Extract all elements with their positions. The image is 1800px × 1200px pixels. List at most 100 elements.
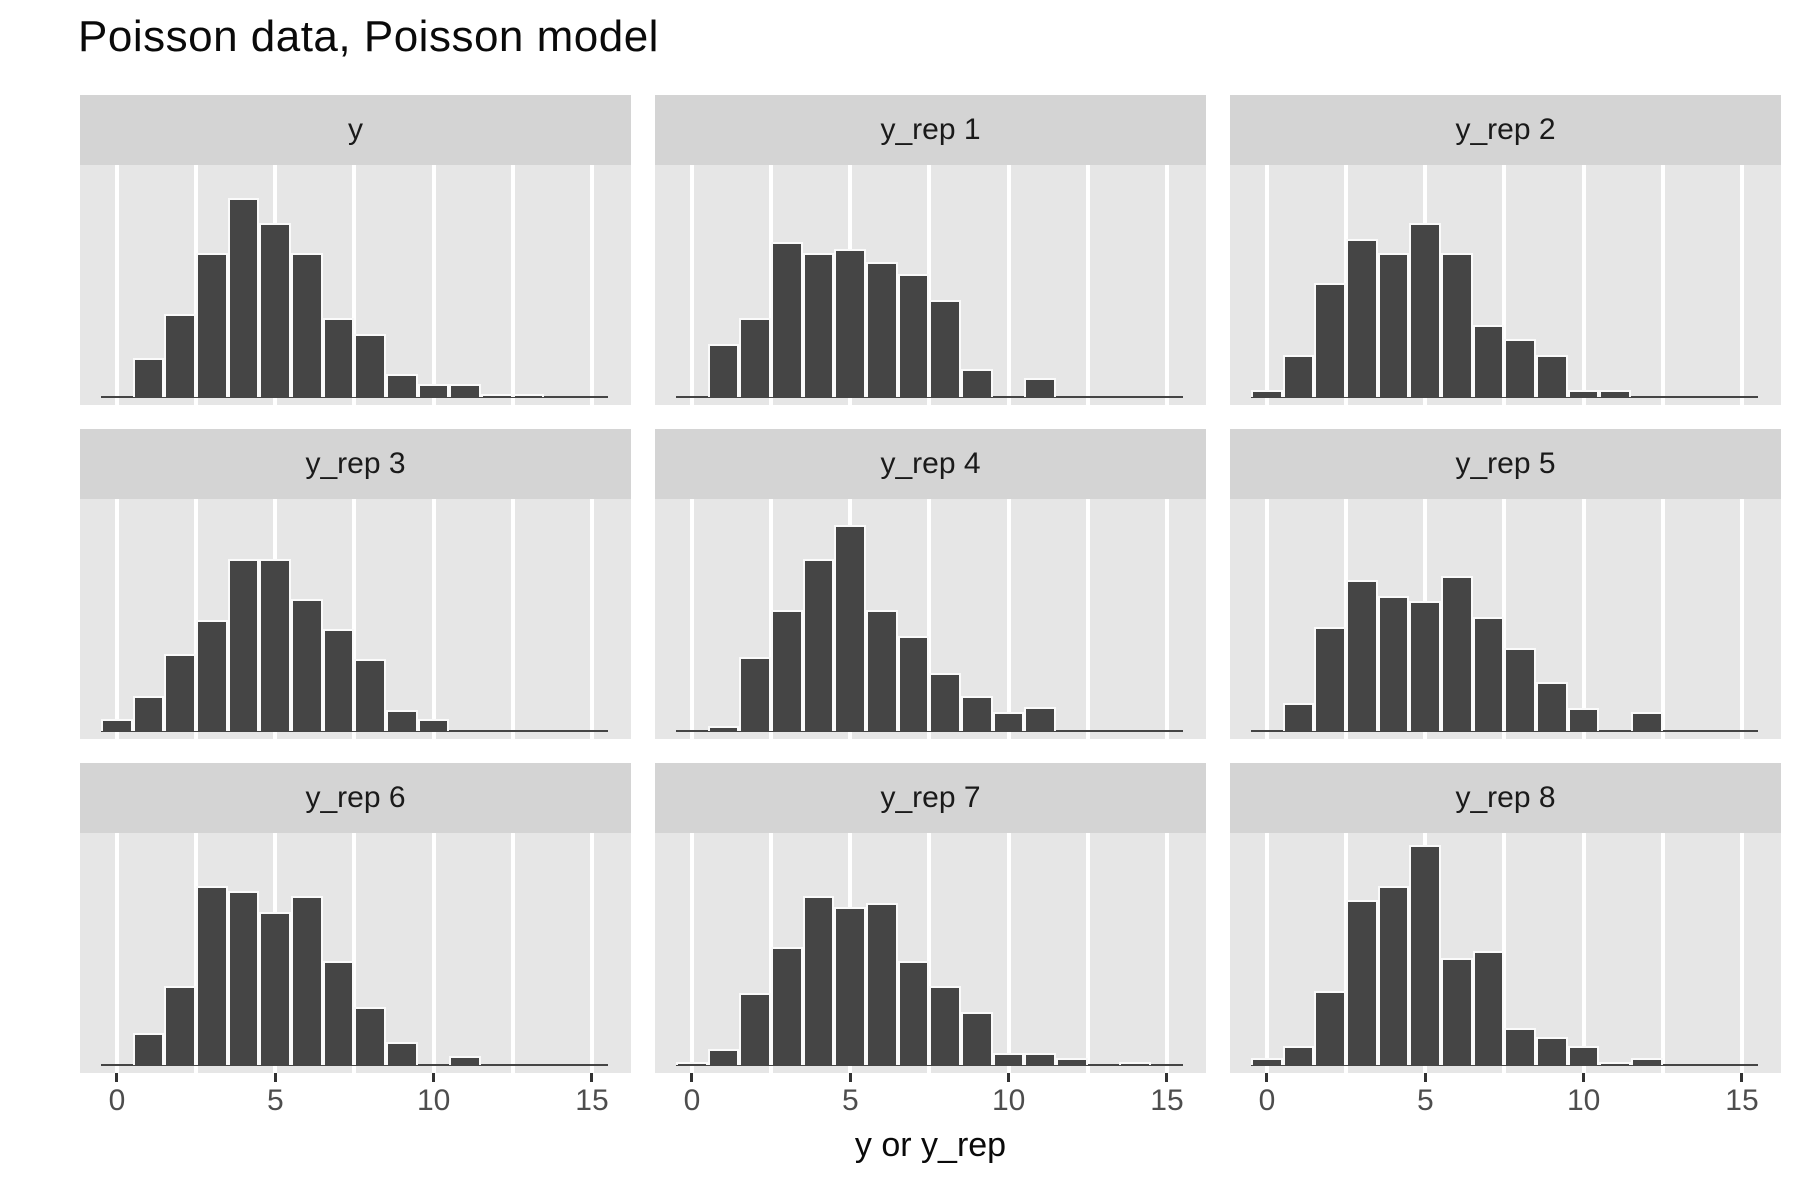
hist-bar-x4 bbox=[802, 253, 835, 397]
hist-bar-x5 bbox=[259, 559, 292, 731]
gridline-minor bbox=[510, 165, 515, 405]
gridline-minor bbox=[1502, 833, 1507, 1073]
gridline-minor bbox=[927, 499, 932, 739]
hist-bar-x3 bbox=[771, 241, 803, 397]
hist-bar-x1 bbox=[132, 357, 165, 397]
hist-bar-x1 bbox=[707, 343, 740, 397]
zero-count-baseline bbox=[676, 396, 1183, 398]
hist-bar-x9 bbox=[386, 373, 418, 397]
hist-bar-x3 bbox=[196, 619, 228, 731]
gridline-minor bbox=[352, 165, 357, 405]
x-tick-mark-0 bbox=[1265, 1073, 1269, 1082]
hist-bar-x7 bbox=[322, 628, 355, 731]
hist-bar-x4 bbox=[1377, 886, 1410, 1065]
hist-bar-x3 bbox=[771, 946, 803, 1065]
zero-count-baseline bbox=[101, 1064, 608, 1066]
zero-count-baseline bbox=[101, 730, 608, 732]
x-tick-mark-0 bbox=[690, 1073, 694, 1082]
gridline-major bbox=[1164, 833, 1169, 1073]
gridline-major bbox=[1264, 833, 1269, 1073]
facet-y_rep-4: y_rep 4 bbox=[655, 429, 1206, 739]
x-tick-label-0: 0 bbox=[1258, 1084, 1276, 1117]
hist-bar-x1 bbox=[132, 1032, 165, 1065]
facet-y_rep-5: y_rep 5 bbox=[1230, 429, 1781, 739]
hist-bar-x12 bbox=[1631, 1058, 1663, 1065]
hist-bar-x11 bbox=[449, 1055, 482, 1065]
hist-bar-x0 bbox=[676, 1061, 708, 1065]
gridline-minor bbox=[510, 833, 515, 1073]
hist-bar-x4 bbox=[227, 891, 260, 1065]
gridline-major bbox=[689, 499, 694, 739]
x-axis-title: y or y_rep bbox=[854, 1126, 1007, 1164]
gridline-major bbox=[1006, 165, 1011, 405]
hist-bar-x1 bbox=[707, 726, 740, 731]
hist-bar-x0 bbox=[101, 719, 133, 731]
x-tick-label-10: 10 bbox=[416, 1084, 451, 1117]
hist-bar-x3 bbox=[196, 886, 228, 1065]
hist-bar-x2 bbox=[164, 654, 197, 731]
hist-bar-x2 bbox=[1314, 283, 1347, 397]
facet-y_rep-3: y_rep 3 bbox=[80, 429, 631, 739]
x-tick-label-15: 15 bbox=[1725, 1084, 1759, 1117]
hist-bar-x4 bbox=[1377, 253, 1410, 397]
hist-bar-x9 bbox=[961, 1011, 993, 1065]
gridline-major bbox=[1164, 165, 1169, 405]
hist-bar-x6 bbox=[291, 895, 323, 1065]
hist-bar-x4 bbox=[802, 895, 835, 1065]
hist-bar-x12 bbox=[1631, 712, 1663, 731]
x-tick-mark-15 bbox=[590, 1073, 594, 1082]
x-tick-label-0: 0 bbox=[108, 1084, 126, 1117]
x-tick-mark-15 bbox=[1740, 1073, 1744, 1082]
hist-bar-x9 bbox=[386, 710, 418, 731]
x-tick-label-5: 5 bbox=[841, 1084, 859, 1117]
facet-y_rep-1: y_rep 1 bbox=[655, 95, 1206, 405]
hist-bar-x10 bbox=[417, 719, 450, 731]
x-tick-mark-5 bbox=[1423, 1073, 1427, 1082]
hist-bar-x3 bbox=[1346, 239, 1378, 397]
x-tick-label-15: 15 bbox=[575, 1084, 609, 1117]
hist-bar-x3 bbox=[196, 253, 228, 397]
hist-bar-x8 bbox=[1504, 1027, 1537, 1065]
hist-bar-x11 bbox=[449, 384, 482, 397]
facet-y_rep-2: y_rep 2 bbox=[1230, 95, 1781, 405]
gridline-minor bbox=[1660, 165, 1665, 405]
gridline-minor bbox=[1660, 833, 1665, 1073]
hist-bar-x6 bbox=[866, 902, 898, 1065]
hist-bar-x12 bbox=[481, 393, 513, 397]
gridline-major bbox=[689, 165, 694, 405]
hist-bar-x7 bbox=[1472, 325, 1505, 397]
hist-bar-x2 bbox=[164, 313, 197, 397]
zero-count-baseline bbox=[676, 1064, 1183, 1066]
hist-bar-x6 bbox=[291, 598, 323, 731]
facet-panel bbox=[80, 165, 631, 405]
gridline-major bbox=[1739, 499, 1744, 739]
hist-bar-x5 bbox=[834, 907, 867, 1065]
hist-bar-x6 bbox=[1441, 958, 1473, 1065]
x-tick-label-10: 10 bbox=[1566, 1084, 1601, 1117]
gridline-minor bbox=[194, 499, 199, 739]
hist-bar-x3 bbox=[771, 610, 803, 731]
facet-strip-label: y_rep 6 bbox=[305, 781, 406, 814]
facet-strip-label: y bbox=[348, 113, 363, 146]
gridline-major bbox=[1581, 165, 1586, 405]
gridline-major bbox=[589, 499, 594, 739]
facet-strip: y_rep 7 bbox=[655, 763, 1206, 833]
hist-bar-x6 bbox=[291, 253, 323, 397]
hist-bar-x0 bbox=[1251, 1058, 1283, 1065]
hist-bar-x10 bbox=[992, 712, 1025, 731]
hist-bar-x6 bbox=[1441, 575, 1473, 731]
hist-bar-x11 bbox=[1599, 390, 1632, 397]
hist-bar-x9 bbox=[1536, 1037, 1568, 1065]
facet-y_rep-7: y_rep 7 0 5 10 15 bbox=[655, 763, 1206, 1117]
gridline-major bbox=[1006, 499, 1011, 739]
hist-bar-x7 bbox=[897, 960, 930, 1065]
hist-bar-x5 bbox=[834, 524, 867, 731]
gridline-major bbox=[689, 833, 694, 1073]
hist-bar-x11 bbox=[1024, 378, 1057, 397]
hist-bar-x1 bbox=[132, 696, 165, 731]
facet-panel bbox=[655, 833, 1206, 1073]
hist-bar-x7 bbox=[1472, 617, 1505, 731]
hist-bar-x10 bbox=[1567, 1046, 1600, 1065]
facet-strip: y bbox=[80, 95, 631, 165]
